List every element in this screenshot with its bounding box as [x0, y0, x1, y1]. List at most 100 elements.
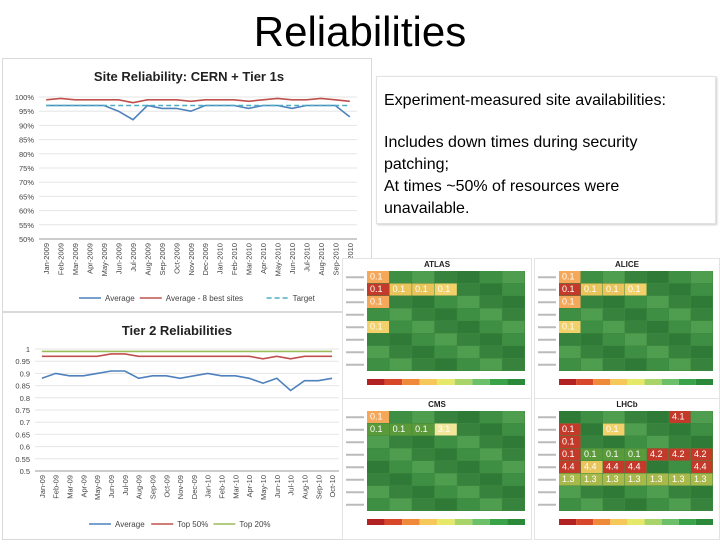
heatmap-cell: [457, 486, 480, 498]
heatmap-cell: [625, 321, 647, 333]
heatmap-cell-value: 4.1: [672, 412, 685, 422]
heatmap-cell: [457, 358, 480, 371]
heatmap-cell-value: 0.1: [562, 424, 575, 434]
heatmap-cell-value: 0.1: [415, 424, 428, 434]
heatmap-title: ALICE: [615, 260, 640, 269]
heatmap-highlight-cell: [559, 448, 581, 461]
heatmap-cell: [434, 333, 457, 346]
note-heading: Experiment-measured site availabilities:: [384, 92, 666, 109]
heatmap-cell: [434, 411, 457, 423]
scale-swatch: [402, 379, 420, 385]
heatmap-cell: [412, 436, 435, 448]
heatmap-cell: [479, 448, 502, 461]
heatmap-cell: [412, 296, 435, 308]
scale-swatch: [472, 519, 490, 525]
heatmap-highlight-cell: [559, 321, 581, 333]
heatmap-cell: [647, 411, 669, 423]
scale-swatch: [695, 379, 713, 385]
row-label-bar: [538, 503, 556, 506]
heatmap-cell: [389, 411, 412, 423]
y-tick-label: 90%: [19, 121, 34, 130]
heatmap-cell: [581, 411, 603, 423]
heatmap-cell: [647, 271, 669, 283]
x-tick-label: Sep-2009: [158, 243, 167, 276]
scale-swatch: [367, 379, 385, 385]
scale-swatch: [593, 379, 611, 385]
heatmap-cell: [669, 271, 691, 283]
heatmap-cell: [367, 473, 390, 486]
scale-swatch: [559, 519, 577, 525]
row-label-bar: [346, 363, 364, 366]
x-tick-label: Mar-2009: [71, 243, 80, 275]
x-tick-label: Feb-10: [218, 475, 227, 499]
heatmap-cell: [603, 271, 625, 283]
heatmap-cell-value: 1.3: [562, 474, 575, 484]
heatmap-cell: [559, 498, 581, 511]
heatmap-cell: [389, 498, 412, 511]
heatmap-cell-value: 0.1: [370, 424, 383, 434]
series-line: [41, 370, 333, 392]
y-tick-label: 60%: [19, 207, 34, 216]
heatmap-cell: [559, 358, 581, 371]
atlas-heatmap-panel: ATLAS 0.1 0.1 0.1 0.1 0.1 0.1 0.1: [342, 258, 532, 400]
row-label-bar: [538, 313, 556, 316]
x-tick-label: Jan-2010: [216, 243, 225, 274]
scale-swatch: [454, 519, 473, 525]
x-tick-label: Aug-2009: [143, 243, 152, 276]
heatmap-cell: [479, 321, 502, 333]
heatmap-cell: [367, 448, 390, 461]
heatmap-cell-value: 4.4: [628, 462, 641, 472]
heatmap-cell: [625, 423, 647, 436]
chart-title: Tier 2 Reliabilities: [122, 323, 232, 338]
heatmap-cell: [502, 436, 525, 448]
legend-label: Average: [115, 520, 145, 529]
heatmap-cell: [502, 333, 525, 346]
heatmap-cell: [389, 346, 412, 358]
heatmap-cell: [559, 333, 581, 346]
row-label-bar: [346, 416, 364, 419]
row-label-bar: [346, 466, 364, 469]
y-tick-label: 75%: [19, 164, 34, 173]
cms-heatmap: CMS 0.1 0.1 0.1 0.1 3.1: [346, 400, 525, 525]
heatmap-cell-value: 0.1: [370, 284, 383, 294]
heatmap-cell: [412, 461, 435, 473]
y-tick-label: 0.55: [15, 455, 30, 464]
series-line: [46, 97, 350, 104]
heatmap-highlight-cell: [367, 321, 390, 333]
legend-label: Top 20%: [239, 520, 270, 529]
heatmap-cell: [457, 333, 480, 346]
heatmap-cell: [479, 461, 502, 473]
heatmap-cell: [479, 486, 502, 498]
heatmap-cell: [502, 358, 525, 371]
heatmap-cell-value: 0.1: [415, 284, 428, 294]
heatmap-cell: [691, 283, 713, 296]
row-label-bar: [346, 338, 364, 341]
heatmap-cell-value: 0.1: [562, 272, 575, 282]
heatmap-cell: [479, 271, 502, 283]
heatmap-cell: [691, 271, 713, 283]
heatmap-cell: [367, 308, 390, 321]
heatmap-cell-value: 0.1: [370, 322, 383, 332]
x-tick-label: Dec-2009: [201, 243, 210, 276]
row-label-bar: [538, 428, 556, 431]
scale-swatch: [678, 379, 696, 385]
heatmap-highlight-cell: [603, 448, 625, 461]
heatmap-cell: [691, 308, 713, 321]
heatmap-cell: [457, 271, 480, 283]
heatmap-cell: [647, 358, 669, 371]
heatmap-cell: [412, 358, 435, 371]
heatmap-cell: [389, 486, 412, 498]
y-tick-label: 70%: [19, 178, 34, 187]
heatmap-highlight-cell: [603, 461, 625, 473]
scale-swatch: [419, 379, 438, 385]
heatmap-cell-value: 0.1: [606, 424, 619, 434]
heatmap-highlight-cell: [625, 283, 647, 296]
heatmap-cell: [367, 346, 390, 358]
heatmap-cell: [691, 358, 713, 371]
y-tick-label: 0.8: [20, 394, 30, 403]
lhcb-heatmap-panel: LHCb 4.1 0.1 0.1 0.1 0.1 0.1 0.1 0.1 4.2 4.2 4.2 4.4…: [534, 398, 720, 540]
row-label-bar: [538, 491, 556, 494]
legend-label: Average - 8 best sites: [166, 294, 243, 303]
row-label-bar: [346, 478, 364, 481]
heatmap-cell-value: 3.1: [438, 424, 451, 434]
